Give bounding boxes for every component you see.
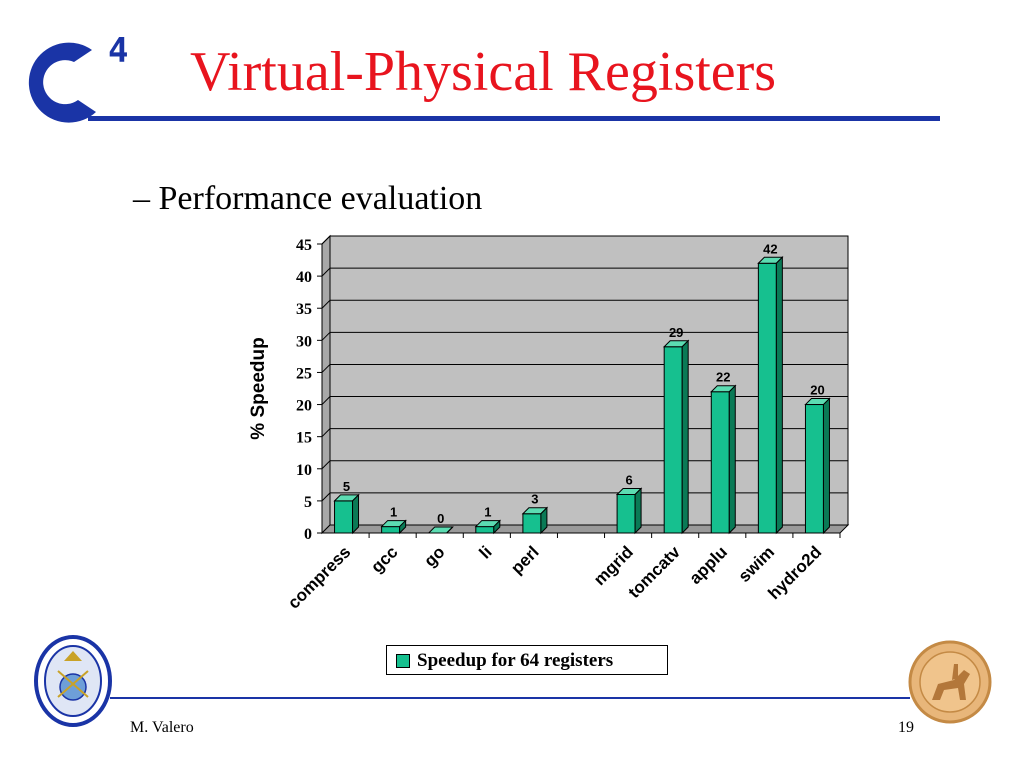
bar	[663, 346, 683, 534]
y-tick-label: 30	[296, 333, 312, 350]
plot-side-wall	[321, 234, 331, 535]
gridline	[321, 267, 848, 277]
x-category-label: li	[476, 542, 496, 562]
data-label: 42	[763, 241, 777, 256]
bar-side	[775, 256, 783, 535]
bar	[522, 513, 542, 534]
data-label: 20	[810, 383, 824, 398]
x-category-label: compress	[284, 542, 354, 612]
y-tick-label: 45	[296, 237, 312, 254]
slide-subtitle: – Performance evaluation	[133, 180, 483, 217]
y-tick-label: 35	[296, 301, 312, 318]
y-tick-label: 20	[296, 398, 312, 415]
bar-side	[634, 487, 642, 535]
bar	[616, 493, 636, 534]
bar	[381, 526, 401, 534]
bar-side	[399, 519, 407, 535]
bar	[334, 500, 354, 534]
data-label: 3	[531, 492, 538, 507]
x-category-label: swim	[735, 542, 779, 586]
bar-side	[446, 526, 454, 534]
x-category-label: gcc	[367, 542, 401, 576]
y-tick-label: 40	[296, 269, 312, 286]
slide-title: Virtual-Physical Registers	[190, 41, 777, 103]
y-tick-label: 0	[304, 526, 312, 543]
bar	[710, 391, 730, 534]
title-underline	[88, 116, 940, 121]
bar-side	[493, 519, 501, 535]
footer-author: M. Valero	[130, 719, 194, 736]
bar-side	[728, 384, 736, 535]
data-label: 22	[716, 370, 730, 385]
y-axis-label: % Speedup	[248, 337, 269, 439]
bar	[757, 262, 777, 534]
y-tick-label: 10	[296, 462, 312, 479]
c4-logo-icon: 4	[28, 31, 128, 123]
university-seal-icon	[34, 635, 112, 727]
data-label: 1	[484, 505, 491, 520]
svg-text:4: 4	[108, 31, 128, 71]
bar-side	[681, 339, 689, 535]
y-tick-label: 15	[296, 430, 312, 447]
bar	[804, 404, 824, 534]
bar-side	[822, 397, 830, 535]
page-number: 19	[898, 719, 914, 736]
data-label: 0	[437, 511, 444, 526]
bar	[475, 526, 495, 534]
y-tick-label: 25	[296, 365, 312, 382]
gridline	[321, 331, 848, 341]
data-label: 6	[625, 472, 632, 487]
data-label: 29	[669, 325, 683, 340]
gridline	[321, 299, 848, 309]
x-category-label: go	[420, 542, 448, 570]
legend-swatch	[396, 654, 410, 668]
y-tick-label: 5	[304, 494, 312, 511]
bar-side	[540, 506, 548, 535]
data-label: 5	[343, 479, 350, 494]
x-category-label: tomcatv	[624, 542, 684, 602]
equestrian-seal-icon	[908, 640, 992, 724]
legend-label: Speedup for 64 registers	[417, 650, 614, 671]
data-label: 1	[390, 505, 397, 520]
gridline	[321, 235, 848, 245]
x-category-label: applu	[686, 542, 731, 587]
chart-legend: Speedup for 64 registers	[386, 645, 668, 675]
bar-side	[352, 493, 360, 535]
footer-rule	[110, 697, 910, 699]
x-category-label: perl	[507, 542, 542, 577]
